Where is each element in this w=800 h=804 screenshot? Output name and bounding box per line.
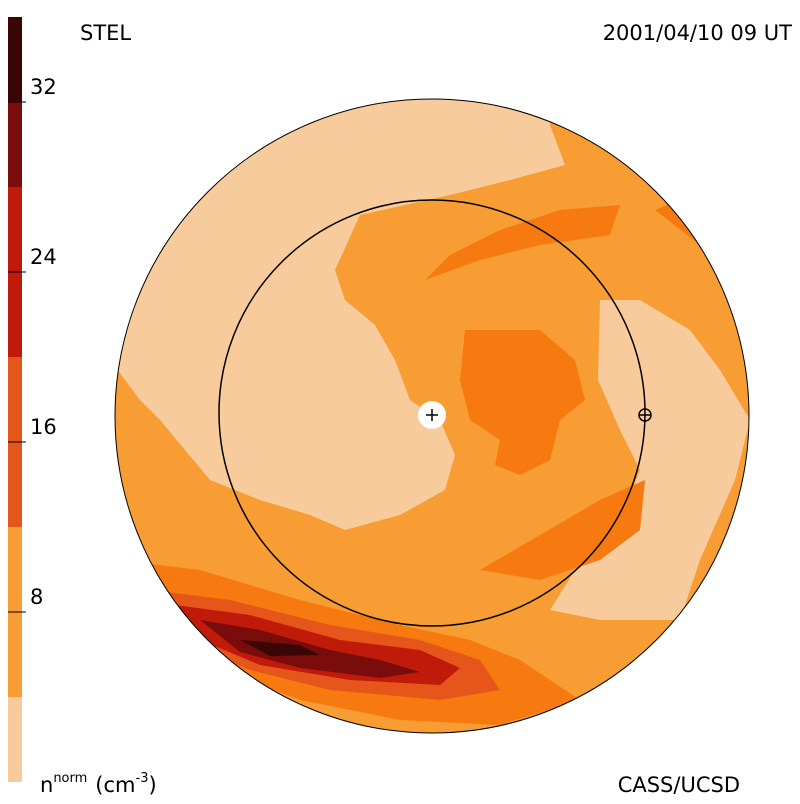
colorbar-tick-label: 32 [30, 75, 57, 99]
enhanced-region [425, 205, 620, 280]
earth-orbit [218, 199, 646, 627]
colorbar-band [8, 17, 22, 102]
footer: CASS/UCSD [618, 773, 740, 797]
label-close: ) [148, 773, 156, 797]
low-density-region [550, 300, 749, 620]
title-right: 2001/04/10 09 UT [603, 21, 792, 45]
density-map [115, 99, 749, 733]
enhanced-region [460, 330, 585, 475]
colorbar-tick-label: 16 [30, 415, 57, 439]
label-unit: (cm [95, 773, 135, 797]
sun-marker [426, 409, 438, 421]
low-density-region [115, 99, 565, 530]
label-base: n [40, 773, 53, 797]
enhanced-region [480, 480, 645, 580]
colorbar-tick-label: 24 [30, 245, 57, 269]
colorbar-band [8, 697, 22, 782]
label-unit-sup: -3 [136, 771, 149, 786]
title-left: STEL [80, 21, 131, 45]
colorbar-tick-label: 8 [30, 585, 43, 609]
colorbar-band [8, 102, 22, 187]
map-border [114, 98, 750, 734]
peak-density-region [240, 640, 320, 656]
label-sup: norm [53, 771, 87, 786]
peak-density-region [200, 620, 420, 678]
colorbar-label: nnorm (cm-3) [40, 771, 157, 797]
colorbar: 8 16 24 32 [8, 17, 57, 782]
